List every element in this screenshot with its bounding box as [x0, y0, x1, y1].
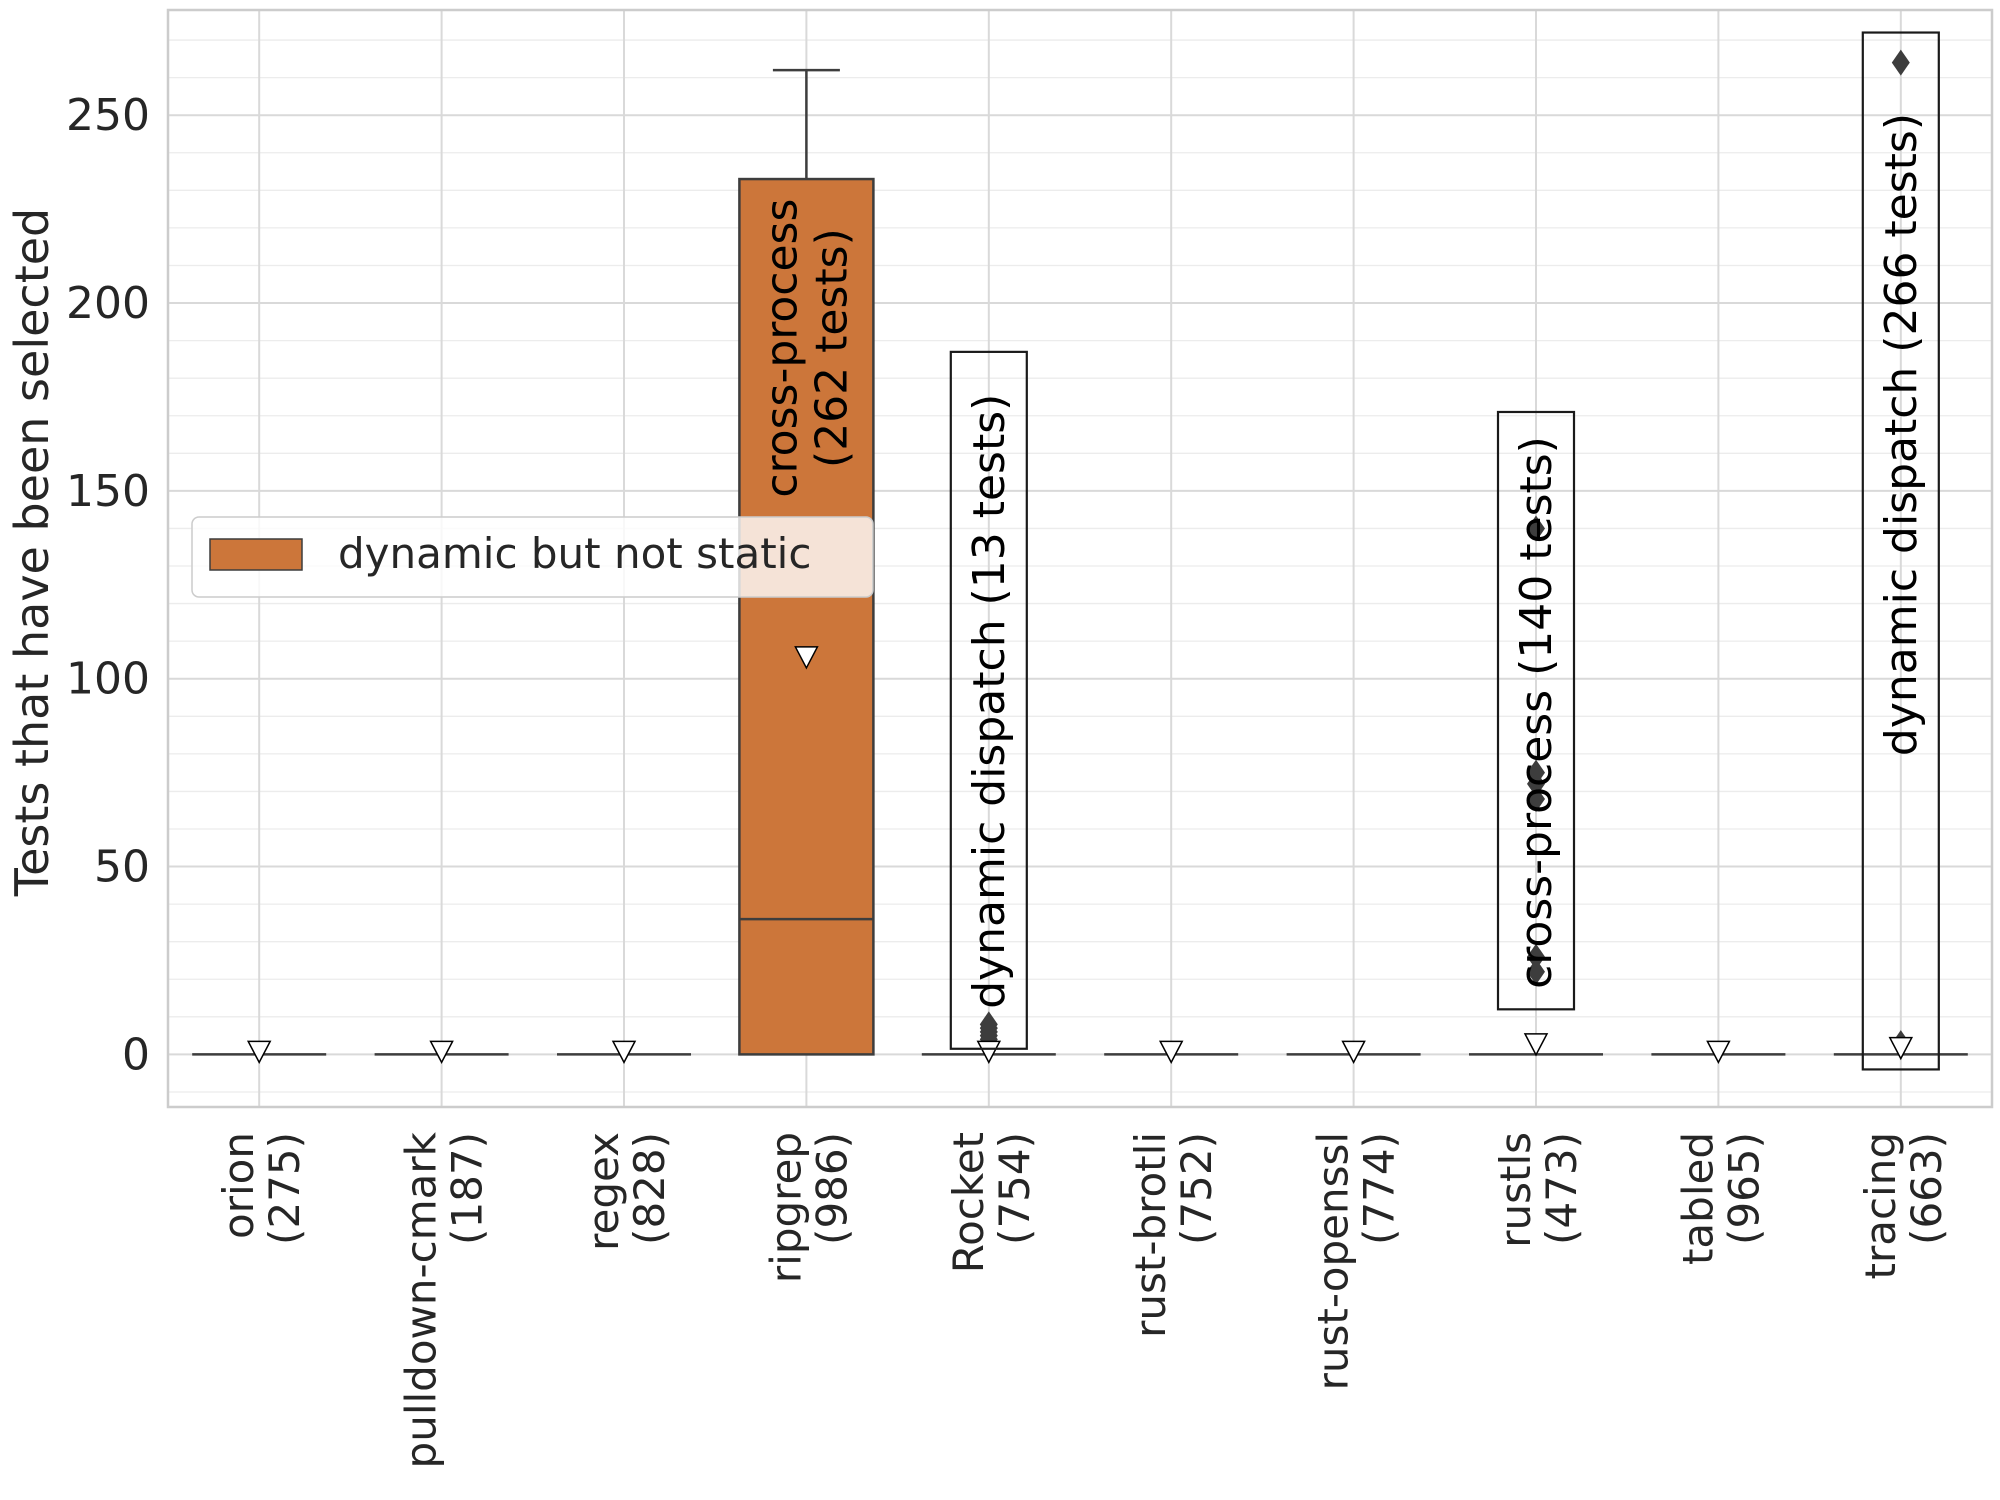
- box-rocket: [921, 1011, 1056, 1065]
- x-tick-count: (986): [807, 1132, 856, 1245]
- outlier-point: [1527, 943, 1545, 970]
- y-axis-ticks: 0 50 100 150 200 250: [66, 90, 150, 1080]
- x-axis-ticks: orion(275) pulldown-cmark(187) regex(828) r…: [214, 1131, 1951, 1468]
- x-tick-label: ripgrep(986): [761, 1132, 856, 1283]
- x-tick-name: rust-brotli: [1126, 1132, 1175, 1338]
- x-tick-count: (187): [443, 1132, 492, 1245]
- box-rust-openssl: [1286, 1040, 1421, 1065]
- y-axis-label: Tests that have been selected: [5, 208, 59, 897]
- annotation-line: (262 tests): [806, 228, 857, 468]
- legend-frame: [191, 516, 874, 598]
- x-tick-label: tracing(663): [1856, 1132, 1951, 1280]
- annotation-text: cross-process(262 tests): [756, 199, 857, 498]
- x-tick-name: tracing: [1856, 1132, 1905, 1280]
- legend-label: dynamic but not static: [338, 529, 811, 578]
- box-tabled: [1651, 1040, 1786, 1065]
- annotation-box: [949, 350, 1028, 1050]
- annotation-line: cross-process: [756, 199, 807, 498]
- mean-marker: [1341, 1040, 1366, 1065]
- x-tick-count: (275): [260, 1132, 309, 1245]
- mean-marker: [794, 646, 819, 670]
- annotation-line: dynamic dispatch (266 tests): [1876, 113, 1927, 756]
- x-tick-name: ripgrep: [761, 1132, 810, 1283]
- annotation-rustls: cross-process (140 tests): [1496, 410, 1576, 1011]
- x-tick-count: (663): [1902, 1132, 1951, 1245]
- box-rust-brotli: [1104, 1040, 1239, 1065]
- x-tick-count: (754): [990, 1132, 1039, 1245]
- mean-marker: [1706, 1040, 1731, 1065]
- x-tick-label: rustls(473): [1491, 1132, 1586, 1248]
- x-tick-count: (828): [625, 1132, 674, 1245]
- annotation-ripgrep: cross-process(262 tests): [756, 199, 857, 498]
- x-tick-name: regex: [579, 1132, 628, 1251]
- box-ripgrep: [738, 68, 875, 1056]
- y-tick-label: 250: [66, 90, 150, 141]
- annotation-line: cross-process (140 tests): [1511, 436, 1562, 989]
- outlier-point: [979, 1011, 998, 1038]
- annotation-text: dynamic dispatch (13 tests): [964, 394, 1015, 1009]
- outlier-point: [1527, 785, 1545, 812]
- x-tick-label: rust-brotli(752): [1126, 1132, 1221, 1338]
- y-tick-label: 50: [94, 842, 150, 893]
- outlier-point: [1527, 515, 1545, 542]
- annotation-box: [1861, 31, 1940, 1071]
- outlier-point: [1527, 759, 1545, 786]
- x-tick-label: pulldown-cmark(187): [397, 1131, 492, 1468]
- x-tick-count: (752): [1172, 1132, 1221, 1245]
- x-tick-name: rust-openssl: [1309, 1132, 1358, 1390]
- x-tick-name: rustls: [1491, 1132, 1540, 1248]
- x-tick-count: (965): [1719, 1132, 1768, 1245]
- mean-marker: [1523, 1033, 1549, 1057]
- box-series: [192, 49, 1968, 1065]
- x-tick-count: (473): [1537, 1132, 1586, 1245]
- mean-marker: [1888, 1036, 1914, 1061]
- annotation-rocket: dynamic dispatch (13 tests): [949, 350, 1028, 1050]
- box-regex: [557, 1040, 691, 1065]
- x-tick-name: orion: [214, 1132, 263, 1239]
- annotation-text: dynamic dispatch (266 tests): [1876, 113, 1927, 756]
- outlier-point: [1527, 958, 1545, 985]
- y-tick-label: 150: [66, 466, 150, 517]
- box-body: [738, 177, 875, 1056]
- annotation-box: [1496, 410, 1576, 1011]
- annotation-line: dynamic dispatch (13 tests): [964, 394, 1015, 1009]
- x-tick-label: regex(828): [579, 1132, 674, 1251]
- x-tick-count: (774): [1355, 1132, 1404, 1245]
- y-tick-label: 100: [66, 654, 150, 705]
- annotations: cross-process(262 tests) dynamic dispatch…: [756, 31, 1940, 1071]
- x-tick-label: rust-openssl(774): [1309, 1132, 1404, 1390]
- x-tick-label: orion(275): [214, 1132, 309, 1245]
- box-rustls: [1469, 515, 1603, 1057]
- mean-marker: [246, 1040, 272, 1065]
- box-tracing: [1833, 49, 1968, 1061]
- x-tick-name: tabled: [1673, 1132, 1722, 1265]
- mean-marker: [1158, 1040, 1184, 1065]
- x-tick-name: pulldown-cmark: [397, 1131, 446, 1468]
- outlier-point: [1891, 49, 1910, 76]
- annotation-text: cross-process (140 tests): [1511, 436, 1562, 989]
- legend: dynamic but not static: [191, 516, 874, 598]
- mean-marker: [976, 1040, 1002, 1065]
- legend-swatch: [209, 538, 303, 571]
- box-pulldown-cmark: [374, 1040, 509, 1065]
- y-tick-label: 0: [122, 1029, 150, 1080]
- x-tick-label: Rocket(754): [944, 1132, 1039, 1273]
- mean-marker: [611, 1040, 637, 1065]
- x-tick-label: tabled(965): [1673, 1132, 1768, 1265]
- mean-marker: [429, 1040, 454, 1065]
- y-tick-label: 200: [66, 278, 150, 329]
- x-tick-name: Rocket: [944, 1132, 993, 1273]
- plot-area-frame: [166, 8, 1994, 1109]
- box-orion: [192, 1040, 327, 1065]
- annotation-tracing: dynamic dispatch (266 tests): [1861, 31, 1940, 1071]
